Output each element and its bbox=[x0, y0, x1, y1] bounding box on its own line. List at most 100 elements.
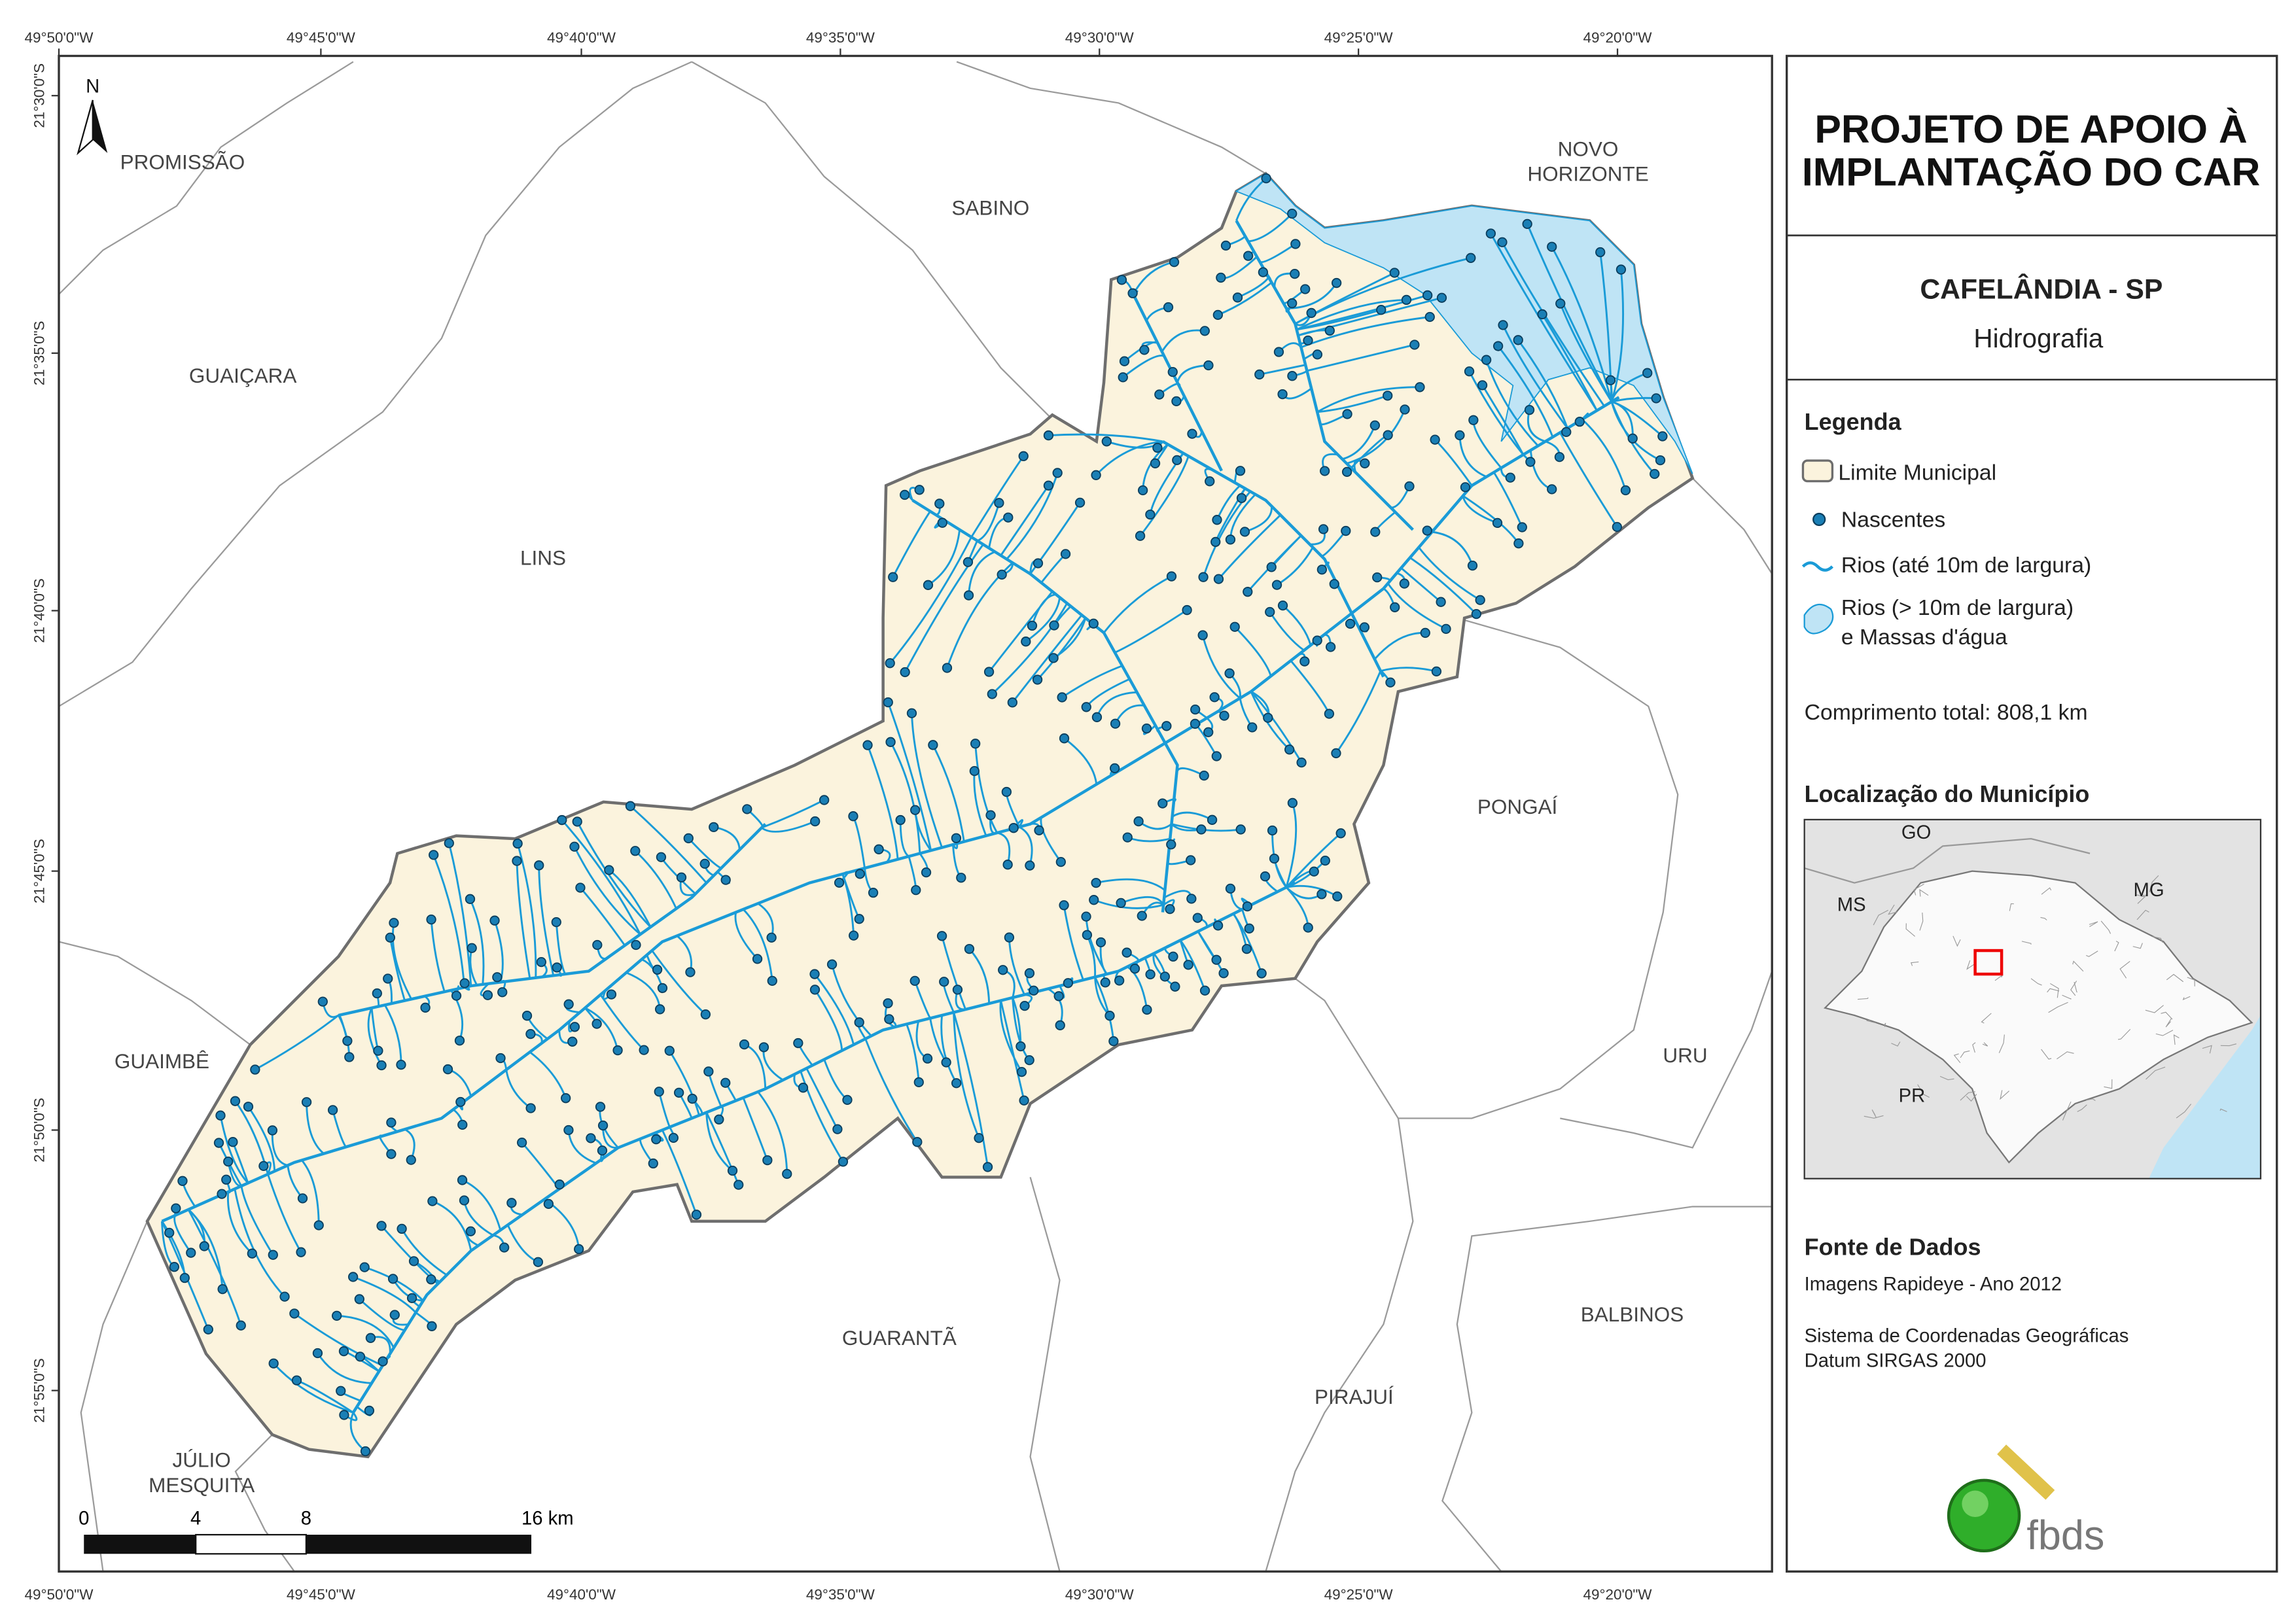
spring bbox=[1190, 718, 1201, 729]
spring bbox=[782, 1168, 792, 1179]
spring bbox=[654, 1087, 664, 1097]
inset-mesh bbox=[2165, 1018, 2172, 1028]
stream bbox=[1409, 557, 1477, 615]
spring bbox=[762, 1155, 773, 1166]
stream bbox=[1373, 631, 1426, 660]
spring bbox=[714, 1114, 724, 1125]
spring bbox=[1129, 964, 1140, 974]
boundary bbox=[1265, 1118, 1414, 1572]
spring bbox=[923, 580, 934, 590]
spring bbox=[171, 1203, 181, 1213]
spring bbox=[512, 838, 523, 849]
spring bbox=[1657, 431, 1668, 442]
spring bbox=[1341, 525, 1351, 536]
theme: Hidrografia bbox=[1973, 323, 2103, 353]
spring bbox=[327, 1105, 338, 1115]
spring bbox=[1145, 969, 1156, 980]
inset-mesh bbox=[2166, 973, 2184, 983]
spring bbox=[561, 1093, 571, 1104]
spring bbox=[1043, 430, 1054, 441]
stream bbox=[968, 948, 991, 1004]
spring bbox=[625, 801, 636, 811]
inset-label: GO bbox=[1901, 822, 1931, 843]
spring bbox=[186, 1248, 196, 1258]
scale-segment bbox=[84, 1535, 196, 1554]
spring bbox=[1003, 512, 1014, 523]
spring bbox=[1244, 923, 1254, 934]
place-label: NOVO bbox=[1558, 137, 1619, 160]
stream bbox=[757, 1091, 788, 1174]
spring bbox=[1048, 653, 1059, 663]
spring bbox=[1154, 389, 1165, 400]
lat-label: 21°40'0"S bbox=[31, 578, 48, 643]
spring bbox=[1400, 404, 1410, 415]
inset-mesh bbox=[1998, 1034, 2005, 1053]
stream bbox=[887, 702, 932, 851]
spring bbox=[739, 1039, 750, 1050]
stream bbox=[1171, 823, 1241, 832]
stream bbox=[705, 1111, 740, 1185]
spring bbox=[373, 1045, 383, 1056]
stream bbox=[991, 602, 1069, 695]
sources-title: Fonte de Dados bbox=[1805, 1234, 1981, 1261]
inset-mesh bbox=[1982, 1042, 1988, 1047]
spring bbox=[397, 1223, 407, 1234]
spring bbox=[1205, 476, 1215, 487]
title-line: PROJETO DE APOIO À bbox=[1814, 107, 2247, 151]
spring bbox=[1091, 877, 1101, 888]
spring bbox=[1492, 341, 1504, 351]
spring bbox=[921, 867, 932, 878]
stream bbox=[432, 1200, 472, 1251]
spring bbox=[1650, 468, 1660, 480]
spring bbox=[1389, 268, 1400, 278]
legend-icon bbox=[1801, 459, 1834, 483]
spring bbox=[676, 872, 687, 882]
stream bbox=[800, 1071, 844, 1162]
stream bbox=[1432, 531, 1474, 567]
spring bbox=[1169, 256, 1180, 268]
lon-label: 49°35'0"W bbox=[806, 1586, 875, 1603]
spring bbox=[1216, 272, 1226, 283]
spring bbox=[426, 914, 436, 925]
spring bbox=[1057, 692, 1067, 703]
lon-label: 49°20'0"W bbox=[1583, 29, 1653, 46]
spring bbox=[631, 939, 641, 951]
stream bbox=[1458, 435, 1487, 478]
spring bbox=[910, 805, 921, 815]
place-label: GUAIÇARA bbox=[189, 364, 296, 387]
spring bbox=[1007, 697, 1017, 708]
stream bbox=[173, 1215, 192, 1253]
boundary bbox=[58, 61, 692, 707]
spring bbox=[1139, 345, 1150, 355]
river bbox=[161, 396, 1620, 1223]
spring bbox=[1409, 340, 1420, 350]
spring bbox=[1116, 275, 1127, 285]
spring bbox=[1018, 451, 1029, 461]
lat-label: 21°50'0"S bbox=[31, 1098, 48, 1162]
spring bbox=[651, 1134, 662, 1145]
spring bbox=[1081, 702, 1091, 712]
spring bbox=[442, 1064, 453, 1075]
stream bbox=[240, 1185, 274, 1255]
inset-mesh bbox=[2021, 941, 2032, 945]
stream bbox=[1497, 345, 1554, 438]
stream bbox=[1517, 339, 1568, 429]
spring bbox=[942, 663, 953, 673]
stream bbox=[651, 950, 707, 1015]
spring bbox=[974, 1132, 984, 1143]
spring bbox=[592, 939, 603, 951]
stream bbox=[953, 1012, 989, 1168]
stream bbox=[1012, 614, 1083, 703]
spring bbox=[1235, 824, 1246, 835]
spring bbox=[1369, 420, 1380, 430]
spring bbox=[832, 1124, 843, 1134]
spring bbox=[928, 740, 938, 750]
spring bbox=[911, 884, 921, 896]
spring bbox=[429, 850, 439, 860]
stream bbox=[273, 1363, 354, 1414]
inset-mesh bbox=[2149, 875, 2159, 892]
spring bbox=[1309, 866, 1319, 877]
spring bbox=[1001, 786, 1012, 797]
north-label: N bbox=[86, 77, 99, 97]
spring bbox=[1271, 580, 1282, 590]
